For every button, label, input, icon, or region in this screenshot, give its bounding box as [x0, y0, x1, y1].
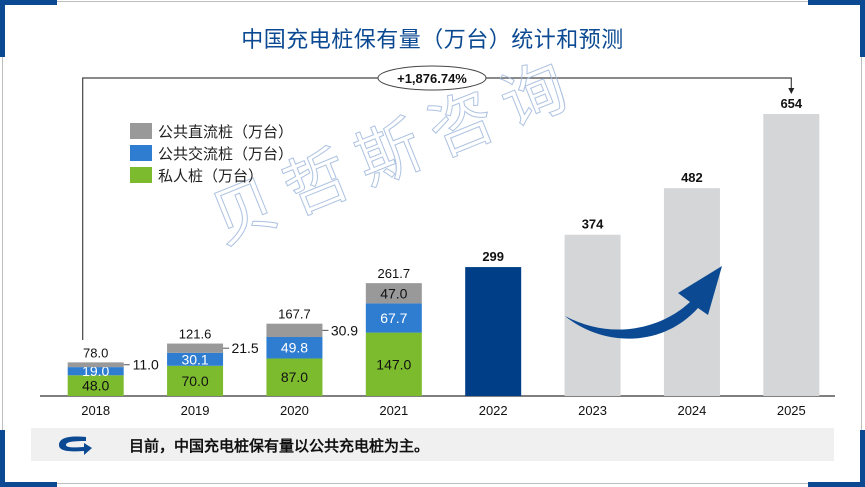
data-label: 47.0 — [380, 285, 407, 301]
data-label: 30.9 — [331, 322, 358, 338]
bar-total — [465, 267, 522, 396]
bar-segment-ac — [365, 303, 422, 333]
bar-segment-ac — [167, 352, 224, 366]
bar-segment-private — [266, 358, 323, 396]
corner-accent-tl-v — [0, 0, 5, 57]
growth-arrowhead — [788, 88, 795, 94]
data-label: 49.8 — [281, 340, 308, 356]
total-label: 482 — [681, 170, 703, 185]
legend-label: 私人桩（万台） — [158, 166, 264, 185]
corner-accent-bl — [0, 482, 57, 487]
corner-accent-tr — [808, 0, 865, 5]
x-tick-label: 2020 — [280, 403, 309, 418]
legend-label: 公共交流桩（万台） — [158, 144, 294, 163]
total-label: 261.7 — [378, 266, 411, 281]
data-label: 19.0 — [82, 363, 109, 379]
legend: 公共直流桩（万台） 公共交流桩（万台） 私人桩（万台） — [130, 120, 293, 186]
total-label: 78.0 — [83, 345, 108, 360]
x-tick-label: 2022 — [479, 403, 508, 418]
bar-total — [564, 234, 621, 396]
bar-segment-dc — [167, 343, 224, 353]
data-label: 70.0 — [181, 373, 208, 389]
growth-label: +1,876.74% — [397, 71, 467, 86]
total-label: 167.7 — [278, 307, 311, 322]
data-label: 11.0 — [133, 357, 159, 373]
total-label: 121.6 — [179, 327, 212, 342]
x-tick-label: 2024 — [677, 403, 706, 418]
corner-accent-bl-v — [0, 430, 5, 487]
data-label: 21.5 — [231, 340, 258, 356]
note-banner: 目前，中国充电桩保有量以公共充电桩为主。 — [31, 428, 834, 461]
data-label: 147.0 — [376, 356, 411, 372]
x-tick-label: 2025 — [777, 403, 806, 418]
corner-accent-br-v — [860, 430, 865, 487]
x-tick-label: 2019 — [181, 403, 210, 418]
legend-item-dc: 公共直流桩（万台） — [130, 120, 293, 142]
growth-badge — [377, 65, 487, 91]
legend-item-private: 私人桩（万台） — [130, 164, 293, 186]
total-label: 374 — [582, 217, 604, 232]
total-label: 299 — [482, 249, 504, 264]
data-label: 30.1 — [181, 351, 208, 367]
corner-accent-br — [808, 482, 865, 487]
trend-arrow-icon — [565, 266, 722, 339]
legend-item-ac: 公共交流桩（万台） — [130, 142, 293, 164]
legend-swatch-dc — [130, 123, 152, 139]
bar-segment-private — [365, 332, 422, 396]
bar-segment-private — [67, 375, 124, 396]
bar-segment-private — [167, 365, 224, 396]
legend-swatch-ac — [130, 145, 152, 161]
curved-arrow-icon — [59, 436, 92, 455]
corner-accent-tr-v — [860, 0, 865, 57]
bar-total — [763, 114, 820, 396]
x-tick-label: 2021 — [379, 403, 408, 418]
data-label: 48.0 — [82, 378, 109, 394]
corner-accent-tl — [0, 0, 57, 5]
page-title: 中国充电桩保有量（万台）统计和预测 — [241, 28, 624, 53]
total-label: 654 — [780, 96, 802, 111]
data-label: 87.0 — [281, 369, 308, 385]
legend-swatch-private — [130, 167, 152, 183]
bar-segment-dc — [266, 323, 323, 338]
x-tick-label: 2023 — [578, 403, 607, 418]
note-text: 目前，中国充电桩保有量以公共充电桩为主。 — [129, 437, 430, 455]
bar-segment-ac — [67, 367, 124, 376]
bar-segment-dc — [67, 362, 124, 368]
bar-segment-dc — [365, 283, 422, 304]
bar-segment-ac — [266, 337, 323, 359]
legend-label: 公共直流桩（万台） — [158, 122, 294, 141]
x-tick-label: 2018 — [81, 403, 110, 418]
data-label: 67.7 — [380, 310, 407, 326]
